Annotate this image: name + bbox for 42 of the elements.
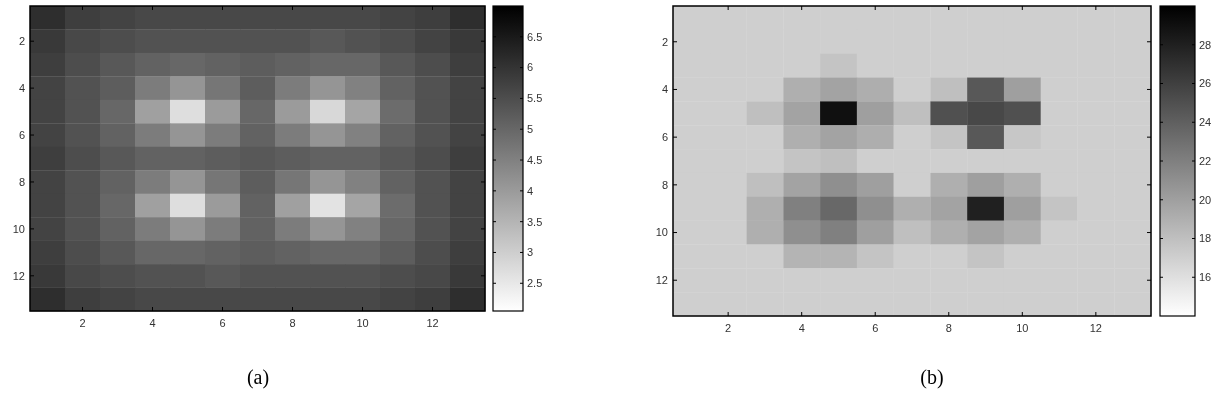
color-bar-label: 4.5 — [527, 153, 543, 166]
color-bar-label: 22 — [1199, 154, 1212, 167]
y-tick-label: 12 — [655, 274, 668, 287]
color-bar-label: 18 — [1199, 232, 1212, 245]
x-tick-label: 12 — [1089, 322, 1102, 334]
color-bar-label: 3 — [527, 246, 534, 259]
color-bar-label: 26 — [1199, 77, 1212, 90]
color-bar-label: 4 — [527, 184, 534, 197]
x-tick-label: 4 — [149, 317, 156, 329]
text: (b) — [920, 366, 944, 389]
x-tick-label: 2 — [725, 322, 732, 334]
x-tick-label: 10 — [356, 317, 369, 329]
color-bar-label: 28 — [1199, 38, 1212, 51]
y-tick-label: 8 — [661, 178, 668, 191]
x-tick-label: 10 — [1016, 322, 1029, 334]
color-bar-label: 16 — [1199, 271, 1212, 284]
y-tick-label: 10 — [655, 226, 668, 239]
x-tick-label: 8 — [289, 317, 296, 329]
x-tick-label: 12 — [426, 317, 439, 329]
y-tick-label: 4 — [661, 83, 668, 96]
color-bar-label: 20 — [1199, 193, 1212, 206]
x-tick-label: 6 — [872, 322, 879, 334]
color-bar-label: 6 — [527, 61, 534, 74]
y-tick-label: 6 — [18, 128, 25, 141]
color-bar-label: 5.5 — [527, 92, 543, 105]
color-bar-label: 2.5 — [527, 277, 543, 290]
y-tick-label: 10 — [12, 222, 25, 235]
y-tick-label: 2 — [18, 35, 25, 48]
x-tick-label: 8 — [945, 322, 952, 334]
text: (a) — [246, 366, 270, 389]
x-tick-label: 2 — [79, 317, 86, 329]
y-tick-label: 2 — [661, 35, 668, 48]
x-tick-label: 6 — [219, 317, 226, 329]
color-bar-label: 6.5 — [527, 30, 543, 43]
color-bar-label: 5 — [527, 123, 534, 136]
y-tick-label: 8 — [18, 175, 25, 188]
color-bar-label: 24 — [1199, 116, 1212, 129]
y-tick-label: 4 — [18, 81, 25, 94]
y-tick-label: 6 — [661, 131, 668, 143]
color-bar-label: 3.5 — [527, 215, 543, 228]
x-tick-label: 4 — [798, 322, 805, 334]
y-tick-label: 12 — [12, 269, 25, 282]
